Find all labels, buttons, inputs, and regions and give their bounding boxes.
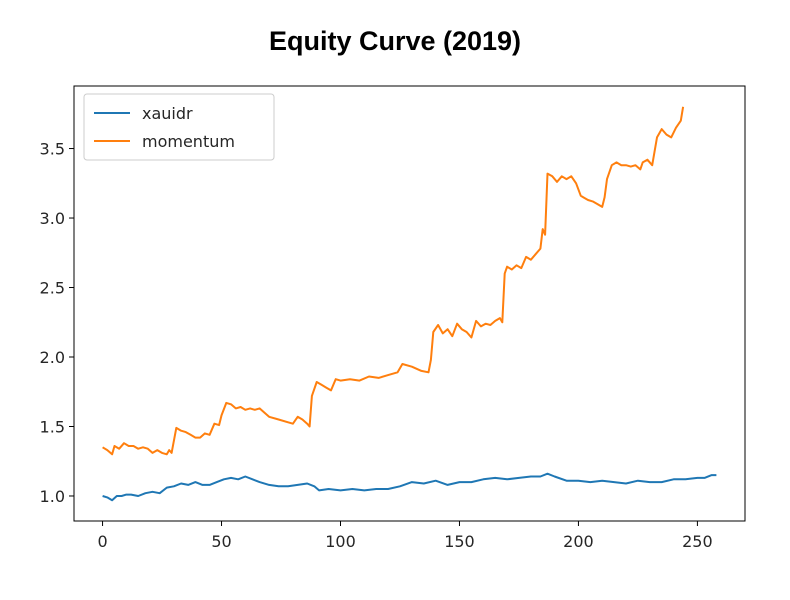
series-line-momentum [102,106,685,456]
y-tick-label: 3.5 [40,140,65,159]
chart-title: Equity Curve (2019) [268,26,522,56]
legend-label-xauidr: xauidr [142,104,193,123]
legend: xauidr momentum [83,93,275,161]
x-tick-label: 150 [444,532,475,551]
y-tick-label: 1.0 [40,487,65,506]
plot-area [102,106,717,502]
y-tick-label: 2.5 [40,279,65,298]
x-tick-label: 250 [682,532,713,551]
x-tick-label: 100 [325,532,356,551]
legend-label-momentum: momentum [142,132,235,151]
y-tick-label: 3.0 [40,209,65,228]
legend-box [83,93,275,161]
x-tick-label: 200 [563,532,594,551]
y-tick-label: 2.0 [40,348,65,367]
axes-frame [73,85,746,522]
x-tick-label: 50 [211,532,231,551]
series-line-xauidr [102,472,717,502]
axes-ticks: 0 50 100 150 200 250 1.0 1.5 2.0 2.5 3.0 3.5 [40,140,713,551]
y-tick-label: 1.5 [40,417,65,436]
x-tick-label: 0 [97,532,107,551]
